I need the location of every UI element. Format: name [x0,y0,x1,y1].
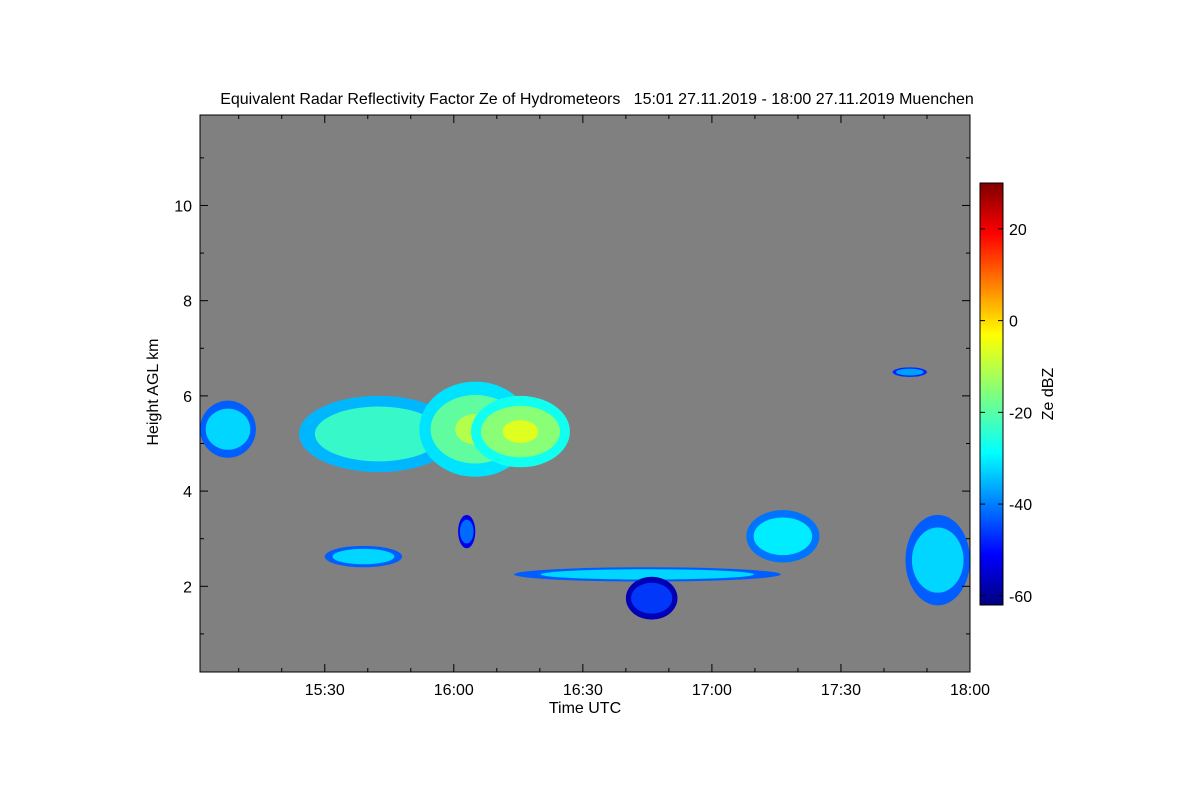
x-tick-label: 16:30 [563,682,603,699]
y-tick-label: 4 [183,484,192,501]
x-tick-label: 15:30 [305,682,345,699]
chart-title: Equivalent Radar Reflectivity Factor Ze … [220,91,974,108]
colorbar-tick-label: -40 [1009,497,1032,514]
plot-frame [199,114,971,673]
colorbar-tick-label: -60 [1009,589,1032,606]
echo-region-core [540,569,755,580]
echo-region-core [332,548,395,565]
y-tick-label: 6 [183,389,192,406]
x-tick-label: 17:30 [821,682,861,699]
x-tick-label: 16:00 [434,682,474,699]
colorbar-tick-label: 0 [1009,314,1018,331]
echo-region-core [459,519,474,544]
x-axis-label: Time UTC [549,700,621,717]
y-axis: 2 4 6 8 10 [174,157,970,635]
colorbar-ticks: -60 -40 -20 0 20 [980,222,1032,606]
colorbar-label: Ze dBZ [1040,368,1057,421]
echo-region-peak [502,420,539,444]
echo-region-core [911,527,964,593]
x-axis: 15:30 16:00 16:30 17:00 17:30 18:00 [238,115,990,699]
echo-region-core [205,408,251,450]
echo-region-core [753,517,813,556]
echo-layer [200,367,970,620]
echo-region-core [314,406,443,462]
colorbar [979,182,1004,606]
colorbar-tick-label: -20 [1009,405,1032,422]
echo-region-core [631,582,673,614]
x-tick-label: 18:00 [950,682,990,699]
plot-area [200,115,970,672]
x-tick-label: 17:00 [692,682,732,699]
y-tick-label: 10 [174,198,192,215]
y-axis-label: Height AGL km [145,338,162,445]
echo-region-core [896,368,924,376]
y-tick-label: 2 [183,579,192,596]
y-tick-label: 8 [183,294,192,311]
colorbar-tick-label: 20 [1009,222,1027,239]
